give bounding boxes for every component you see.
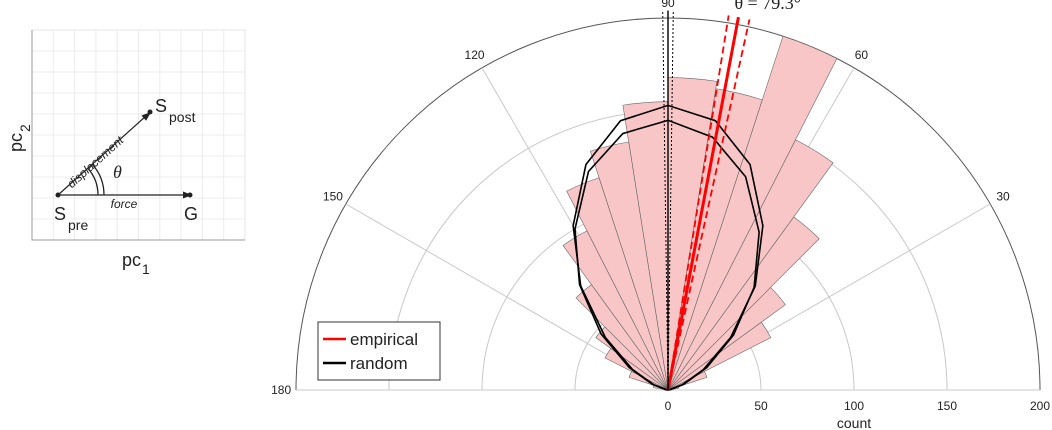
end-sub: post [169, 109, 196, 125]
start-sub: pre [68, 217, 88, 233]
angle-label: θ [113, 162, 122, 182]
arrow-head [141, 112, 151, 121]
theta-tick-label: 30 [996, 190, 1010, 204]
y-label: pc2 [6, 124, 33, 152]
start-point [55, 192, 61, 198]
end-symbol: S [155, 96, 167, 116]
y-label-sub: 2 [17, 124, 33, 132]
r-tick-label: 0 [665, 399, 672, 413]
r-tick-label: 50 [754, 399, 768, 413]
theta-tick-label: 180 [271, 383, 291, 397]
x-label-text: pc [122, 250, 141, 270]
legend-label: random [350, 354, 408, 373]
x-label: pc1 [122, 250, 150, 277]
polar-chart: 0501001502000306090120150180countθ̂ = 79… [271, 0, 1052, 430]
legend-label: empirical [350, 330, 418, 349]
schematic-axes [31, 30, 245, 241]
bar [667, 35, 838, 391]
ci-line [667, 15, 730, 391]
bar [604, 348, 669, 391]
y-label-text: pc [6, 133, 26, 152]
start-label: Spre [54, 204, 88, 233]
ci-line [662, 10, 669, 391]
force-label: force [111, 197, 138, 211]
x-label-sub: 1 [142, 261, 150, 277]
r-tick-label: 100 [844, 399, 864, 413]
schematic-grid [32, 30, 245, 240]
theta-tick-label: 150 [323, 190, 343, 204]
r-tick-label: 200 [1030, 399, 1050, 413]
mean-line [666, 16, 740, 391]
schematic: θ displacement force Spre G Spost pc2 pc… [6, 29, 246, 277]
start-symbol: S [54, 204, 66, 224]
ci-line [667, 10, 674, 391]
ci-line [667, 19, 751, 391]
displacement-arrow [57, 115, 147, 196]
theta-tick-label: 60 [855, 48, 869, 62]
angle-arc [87, 163, 105, 196]
r-axis-label: count [837, 415, 871, 430]
end-label: Spost [155, 96, 196, 125]
goal-label: G [184, 204, 198, 224]
mean-annotation: θ̂ = 79.3° [734, 0, 800, 13]
legend-box [317, 321, 441, 381]
goal-point [187, 192, 193, 198]
bar [590, 141, 669, 391]
r-tick-label: 150 [937, 399, 957, 413]
theta-tick-label: 120 [465, 48, 485, 62]
end-point [147, 109, 153, 115]
theta-tick-label: 90 [661, 0, 675, 10]
